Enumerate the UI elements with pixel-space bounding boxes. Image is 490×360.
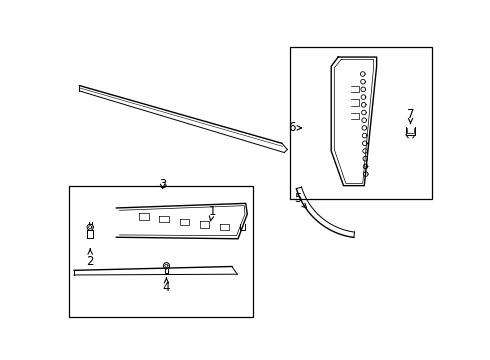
Text: 2: 2 bbox=[86, 249, 94, 267]
Bar bbox=[290, 47, 432, 199]
Text: 5: 5 bbox=[294, 192, 306, 208]
Text: 1: 1 bbox=[209, 204, 217, 221]
Polygon shape bbox=[117, 203, 247, 239]
Text: 4: 4 bbox=[163, 278, 170, 294]
Bar bbox=[69, 186, 253, 316]
Text: 7: 7 bbox=[407, 108, 414, 123]
Polygon shape bbox=[331, 57, 377, 186]
Text: 6: 6 bbox=[288, 121, 302, 134]
Text: 3: 3 bbox=[159, 177, 166, 190]
